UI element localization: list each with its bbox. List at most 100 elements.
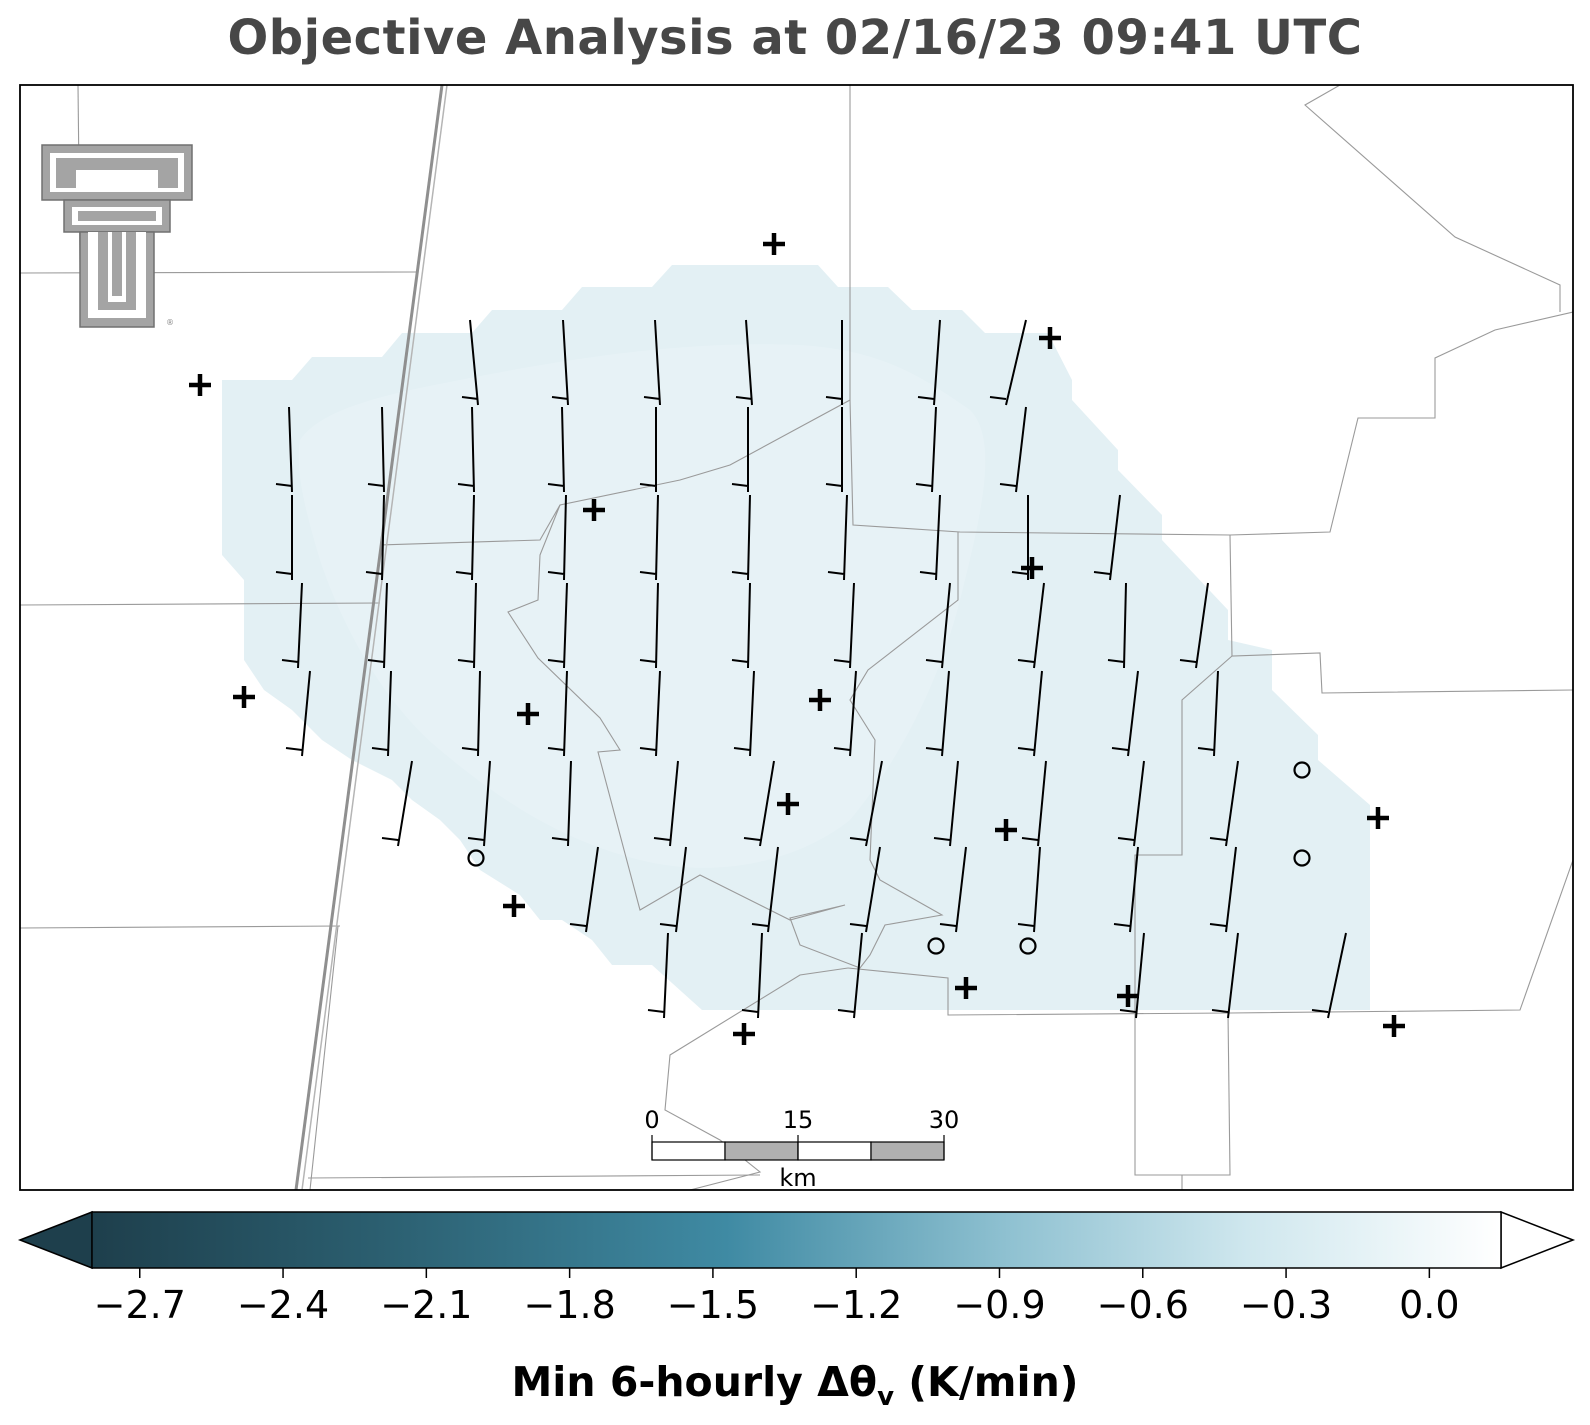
wind-barb <box>547 582 568 669</box>
wind-barb <box>367 582 388 669</box>
colorbar-tick-label: −2.1 <box>380 1283 472 1327</box>
wind-barb <box>825 407 843 492</box>
station-plus-marker <box>1021 557 1043 579</box>
wind-barb <box>925 670 950 757</box>
wind-barb <box>825 320 843 405</box>
station-plus-marker <box>995 819 1017 841</box>
station-markers <box>189 233 1405 1045</box>
colorbar-tick-label: −1.5 <box>667 1283 759 1327</box>
station-plus-marker <box>1383 1015 1405 1037</box>
wind-barb <box>275 495 293 580</box>
wind-barb <box>751 846 779 933</box>
scale-tick-0: 0 <box>644 1106 659 1134</box>
colorbar-tick-label: −2.4 <box>237 1283 329 1327</box>
wind-barb <box>457 406 475 493</box>
wind-barb <box>1117 760 1145 847</box>
station-plus-marker <box>763 233 785 255</box>
wind-barb <box>551 319 569 406</box>
station-plus-marker <box>1367 807 1389 829</box>
wind-barb <box>547 494 567 581</box>
station-plus-marker <box>517 703 539 725</box>
wind-barb <box>367 406 385 493</box>
wind-barb <box>457 582 477 669</box>
wind-barb <box>741 932 763 1019</box>
colorbar: −2.7 −2.4 −2.1 −1.8 −1.5 −1.2 −0.9 −0.6 −0.3 0.0 <box>17 1210 1576 1327</box>
colorbar-label-unit: (K/min) <box>894 1358 1079 1406</box>
page-title: Objective Analysis at 02/16/23 09:41 UTC <box>227 10 1363 66</box>
wind-barb <box>999 406 1027 493</box>
colorbar-label: Min 6-hourly Δθv (K/min) <box>0 1358 1590 1412</box>
county-boundaries <box>20 85 1573 1190</box>
wind-barb <box>639 582 659 669</box>
wind-barb <box>643 319 661 406</box>
colorbar-label-sub: v <box>877 1382 895 1413</box>
wind-barb <box>461 670 481 757</box>
state-line <box>294 85 448 1190</box>
wind-barb <box>849 760 883 847</box>
wind-barb <box>833 582 855 669</box>
station-calm-marker <box>1293 761 1311 779</box>
colorbar-tick-label: −1.2 <box>810 1283 902 1327</box>
wind-barb <box>735 319 753 406</box>
wind-barbs <box>275 319 1347 1019</box>
colorbar-tick-label: −0.9 <box>953 1283 1045 1327</box>
wind-barb <box>833 670 857 757</box>
colorbar-label-main: Min 6-hourly Δθ <box>511 1358 878 1406</box>
wind-barb <box>743 760 775 847</box>
wind-barb <box>281 582 303 669</box>
station-plus-marker <box>233 686 255 708</box>
colorbar-tick-label: −2.7 <box>94 1283 186 1327</box>
wind-barb <box>467 760 491 847</box>
wind-barb <box>1021 760 1047 847</box>
wind-barb <box>1119 932 1145 1019</box>
station-plus-marker <box>583 499 605 521</box>
station-plus-marker <box>503 895 525 917</box>
wind-barb <box>1113 846 1139 933</box>
wind-barb <box>933 760 959 847</box>
wind-barb <box>547 406 565 493</box>
wind-barb <box>569 846 599 933</box>
wind-barb <box>653 760 679 847</box>
wind-barb <box>647 932 669 1019</box>
station-calm-marker <box>1293 849 1311 867</box>
wind-barb <box>731 494 751 581</box>
wind-barb <box>1107 582 1127 669</box>
station-calm-marker <box>927 937 945 955</box>
station-plus-marker <box>733 1023 755 1045</box>
colorbar-tick-label: 0.0 <box>1399 1283 1459 1327</box>
station-calm-marker <box>467 849 485 867</box>
wind-barb <box>915 406 937 493</box>
wind-barb <box>547 670 568 757</box>
station-plus-marker <box>189 374 211 396</box>
wind-barb <box>1209 760 1239 847</box>
colorbar-tick-label: −0.3 <box>1240 1283 1332 1327</box>
station-plus-marker <box>1117 985 1139 1007</box>
wind-barb <box>639 494 659 581</box>
wind-barb <box>275 406 293 493</box>
ttu-double-t-logo: ® <box>41 144 193 328</box>
analysis-field <box>222 265 1370 1010</box>
svg-text:®: ® <box>166 318 174 327</box>
wind-barb <box>1017 846 1041 933</box>
colorbar-extend-max <box>1500 1210 1576 1270</box>
wind-barb <box>639 670 661 757</box>
wind-barb <box>1017 582 1045 669</box>
station-plus-marker <box>1039 327 1061 349</box>
wind-barb <box>827 494 848 581</box>
wind-barb <box>731 582 751 669</box>
wind-barb <box>659 846 687 933</box>
station-plus-marker <box>809 689 831 711</box>
colorbar-tick-label: −1.8 <box>523 1283 615 1327</box>
map-frame <box>19 84 1574 1191</box>
wind-barb <box>989 319 1027 406</box>
wind-barb <box>639 407 657 492</box>
colorbar-tick-label: −0.6 <box>1097 1283 1189 1327</box>
wind-barb <box>939 846 967 933</box>
scale-tick-30: 30 <box>929 1106 960 1134</box>
wind-barb <box>461 319 479 406</box>
wind-barb <box>731 407 749 492</box>
wind-barb <box>849 846 881 933</box>
wind-barb <box>917 319 941 406</box>
wind-barb <box>1197 670 1219 757</box>
wind-barb <box>381 760 413 847</box>
